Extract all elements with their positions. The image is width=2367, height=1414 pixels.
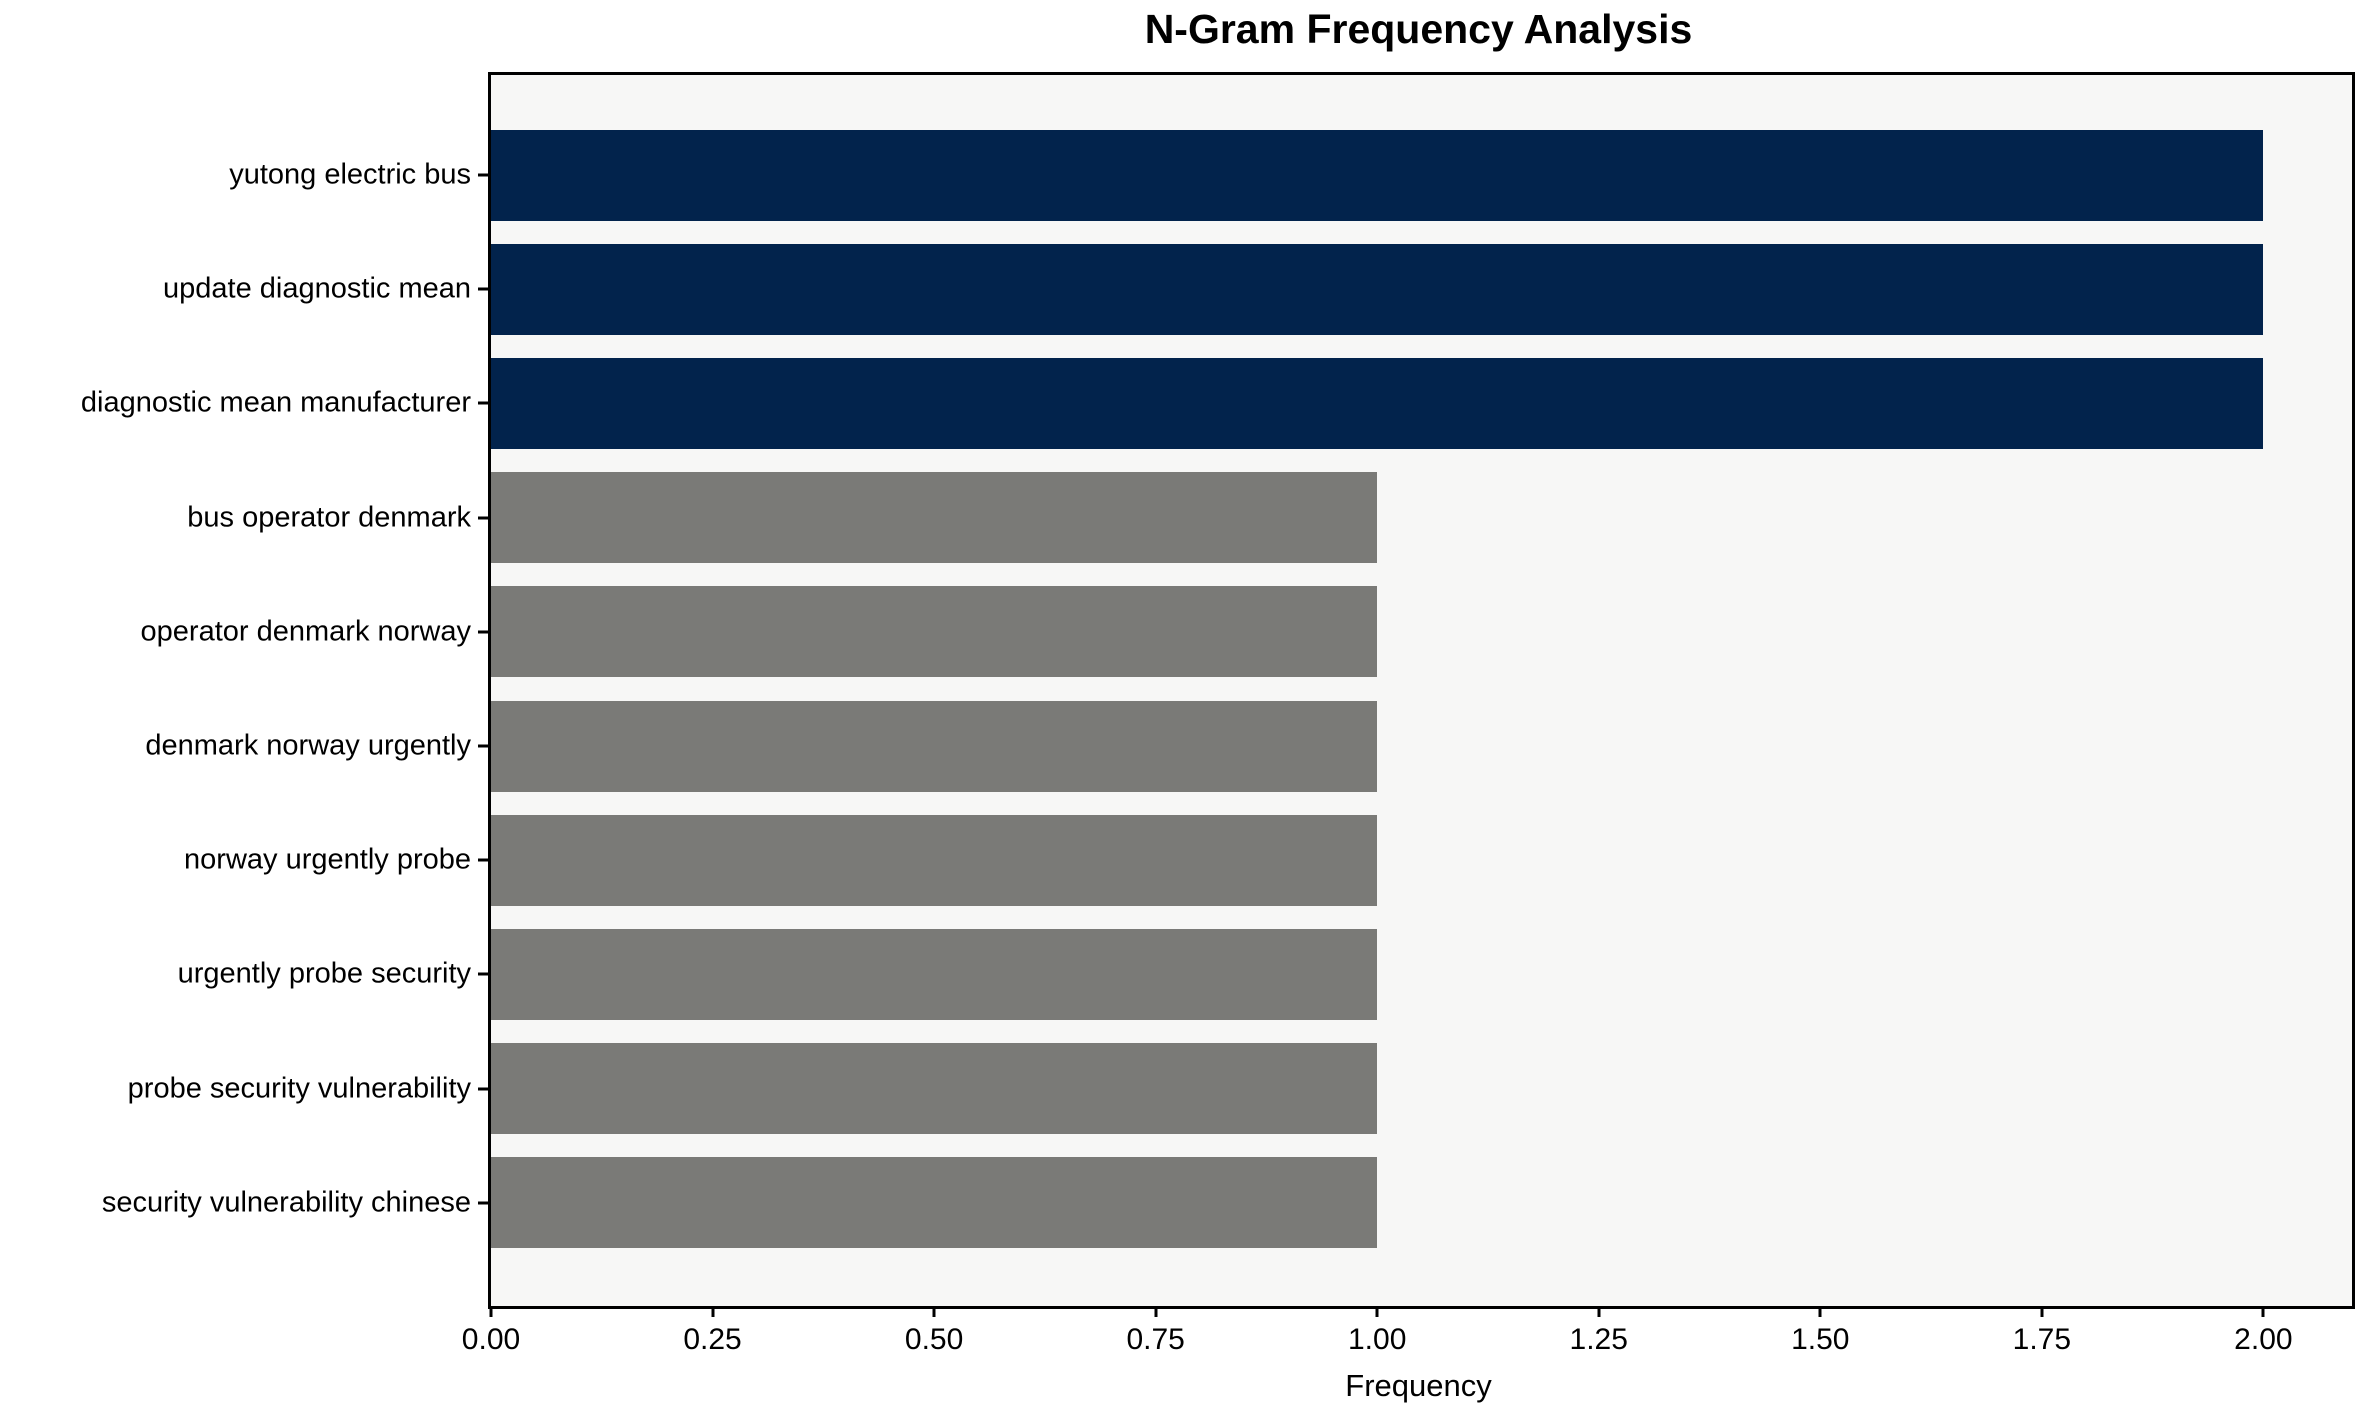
y-tick-mark: [478, 630, 488, 634]
plot-area: [488, 72, 2355, 1309]
y-tick-mark: [478, 1087, 488, 1091]
bar: [491, 586, 1378, 678]
chart-title: N-Gram Frequency Analysis: [1144, 6, 1693, 52]
y-tick-label: update diagnostic mean: [163, 272, 471, 305]
bar: [491, 700, 1378, 792]
x-tick-mark: [932, 1306, 936, 1317]
y-tick-label: yutong electric bus: [229, 158, 471, 191]
y-tick-label: bus operator denmark: [187, 501, 471, 534]
y-tick-mark: [478, 972, 488, 976]
bar: [491, 357, 2264, 449]
x-tick-mark: [489, 1306, 493, 1317]
y-tick-label: norway urgently probe: [184, 843, 471, 876]
x-tick-label: 1.50: [1791, 1323, 1850, 1356]
x-tick-mark: [1818, 1306, 1822, 1317]
y-tick-label: diagnostic mean manufacturer: [80, 386, 471, 419]
y-tick-label: operator denmark norway: [140, 615, 471, 648]
y-tick-mark: [478, 1201, 488, 1205]
x-tick-label: 0.50: [904, 1323, 964, 1356]
x-tick-mark: [1597, 1306, 1601, 1317]
x-tick-mark: [1154, 1306, 1158, 1317]
y-tick-mark: [478, 173, 488, 177]
bar: [491, 814, 1378, 906]
y-tick-label: security vulnerability chinese: [101, 1186, 471, 1219]
x-axis-label: Frequency: [1345, 1368, 1492, 1403]
x-tick-mark: [2261, 1306, 2265, 1317]
x-tick-label: 1.25: [1569, 1323, 1628, 1356]
y-tick-mark: [478, 401, 488, 405]
x-tick-label: 0.00: [461, 1323, 521, 1356]
y-tick-mark: [478, 858, 488, 862]
x-tick-label: 1.75: [2012, 1323, 2072, 1356]
bar: [491, 928, 1378, 1020]
x-tick-mark: [2040, 1306, 2044, 1317]
x-tick-mark: [1375, 1306, 1379, 1317]
x-tick-label: 0.75: [1126, 1323, 1185, 1356]
y-tick-label: urgently probe security: [177, 957, 471, 990]
y-tick-mark: [478, 516, 488, 520]
x-tick-label: 2.00: [2234, 1323, 2293, 1356]
bar: [491, 243, 2264, 335]
bar: [491, 472, 1378, 564]
x-tick-mark: [711, 1306, 715, 1317]
y-tick-mark: [478, 744, 488, 748]
x-tick-label: 0.25: [683, 1323, 742, 1356]
y-tick-mark: [478, 287, 488, 291]
bar: [491, 1157, 1378, 1249]
y-tick-label: denmark norway urgently: [145, 729, 471, 762]
x-tick-label: 1.00: [1347, 1323, 1407, 1356]
bar: [491, 1043, 1378, 1135]
bar: [491, 129, 2264, 221]
y-tick-label: probe security vulnerability: [127, 1072, 471, 1105]
